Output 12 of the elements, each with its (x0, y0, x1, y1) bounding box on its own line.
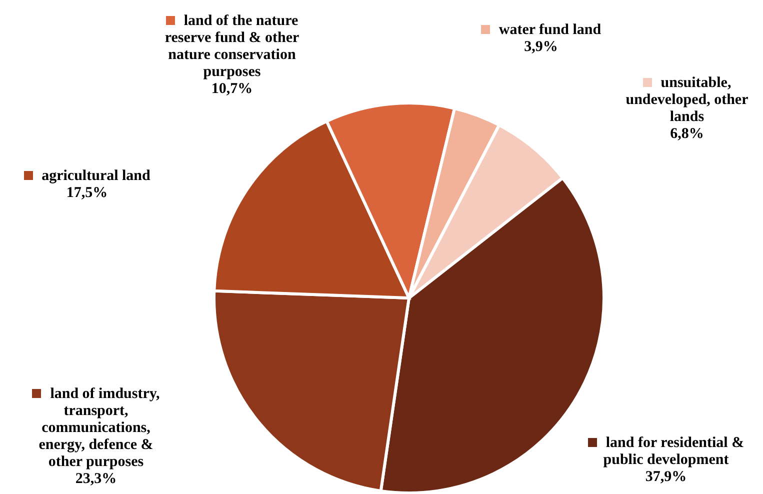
legend-label: land of the nature reserve fund & other nature conservation purposes (164, 13, 300, 81)
data-label: 23,3% (74, 471, 118, 488)
legend-label: land of imdustry, transport, communications, energy, defence & other purposes (38, 386, 161, 471)
data-label: 3,9% (523, 39, 559, 56)
legend-label: unsuitable, undeveloped, other lands (624, 75, 750, 126)
data-label: 17,5% (65, 185, 109, 202)
data-label: 6,8% (669, 126, 705, 143)
legend-label: land for residential & public development (602, 435, 746, 469)
data-label: 10,7% (210, 81, 254, 98)
legend-label: water fund land (498, 22, 602, 39)
legend-label: agricultural land (40, 168, 152, 185)
data-label: 37,9% (644, 469, 688, 486)
